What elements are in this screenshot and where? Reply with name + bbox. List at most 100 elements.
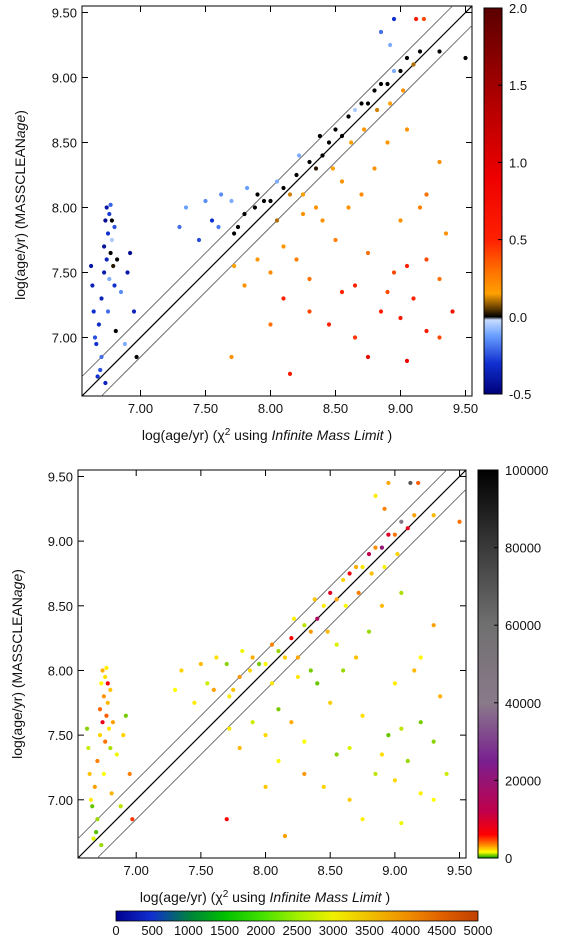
data-point [416,480,421,486]
data-point [84,726,90,731]
data-point [112,283,117,288]
data-point [130,817,135,822]
hbar-tick-label: 4500 [427,923,456,938]
data-point [399,726,404,731]
data-point [89,263,94,269]
hbar-tick-label: 5000 [464,923,493,938]
data-point [103,380,108,386]
data-point [366,551,372,557]
x-tick-label: 7.50 [193,401,218,416]
x-tick-label: 8.00 [258,401,283,416]
data-point [398,315,403,321]
data-point [105,700,110,705]
data-point [247,668,253,673]
y-tick-label: 7.00 [48,793,73,808]
data-point [113,328,118,334]
bottom-reference-lines [77,469,467,859]
data-point [250,720,255,725]
data-point [242,211,247,217]
data-point [405,526,410,531]
hbar-tick-label: 4000 [391,923,420,938]
data-point [268,322,273,327]
bottom-y-axis-label: log(age/yr) (MASSCLEANage) [9,569,25,759]
data-point [315,681,320,686]
data-point [183,205,189,210]
data-point [92,335,98,340]
data-point [274,218,280,223]
data-point [302,739,307,744]
data-point [211,687,216,692]
data-point [412,513,417,518]
data-point [372,88,377,93]
data-point [334,752,339,757]
data-point [365,250,371,256]
data-point [385,81,390,87]
data-point [123,713,128,718]
data-point [172,687,178,692]
data-point [421,16,426,22]
data-point [339,179,345,184]
reference-line-lower [101,25,473,397]
bottom-colorbar [477,469,499,859]
data-point [398,218,403,223]
data-point [372,166,377,171]
data-point [378,81,384,87]
data-point [334,642,339,647]
data-point [100,720,105,725]
top-y-axis-label: log(age/yr) (MASSCLEANage) [12,110,28,300]
data-point [315,616,320,621]
data-point [392,681,397,686]
hbar-tick-label: 2000 [246,923,275,938]
data-point [263,784,268,789]
data-point [297,153,302,158]
data-point [401,88,406,93]
reference-line-identity [81,5,473,397]
data-point [382,564,387,570]
data-point [97,733,103,738]
data-point [108,687,113,692]
y-tick-label: 9.50 [48,469,73,484]
data-point [353,564,359,570]
data-point [360,817,365,822]
data-point [312,597,317,602]
colorbar-tick-label: 0.0 [509,310,527,325]
y-tick-label: 8.50 [48,599,73,614]
data-point [104,257,109,262]
data-point [99,354,104,360]
x-tick-label: 9.50 [453,401,478,416]
y-tick-label: 9.00 [48,534,73,549]
data-point [91,309,96,314]
data-point [378,29,384,35]
data-point [307,276,312,282]
data-point [352,107,358,113]
data-point [356,590,361,595]
y-tick-label: 7.50 [48,728,73,743]
data-point [99,842,104,848]
data-point [104,205,109,210]
data-point [457,519,462,524]
data-point [250,655,255,660]
hbar-tick-label: 500 [141,923,163,938]
data-point [198,661,203,667]
data-point [411,296,416,301]
colorbar-tick-label: 0.5 [509,233,527,248]
data-point [295,674,300,680]
data-point [122,341,127,347]
data-point [287,371,293,376]
data-point [414,16,419,22]
data-point [295,655,300,660]
x-tick-label: 8.50 [318,863,343,878]
data-point [240,648,245,654]
data-point [404,358,410,363]
data-point [90,804,95,809]
data-point [395,551,400,557]
data-point [399,590,404,595]
data-point [326,140,332,145]
data-point [320,218,325,223]
data-point [287,192,293,197]
data-point [373,545,378,550]
data-point [385,289,390,295]
data-point [103,218,108,223]
data-point [347,797,352,802]
data-point [227,694,232,699]
